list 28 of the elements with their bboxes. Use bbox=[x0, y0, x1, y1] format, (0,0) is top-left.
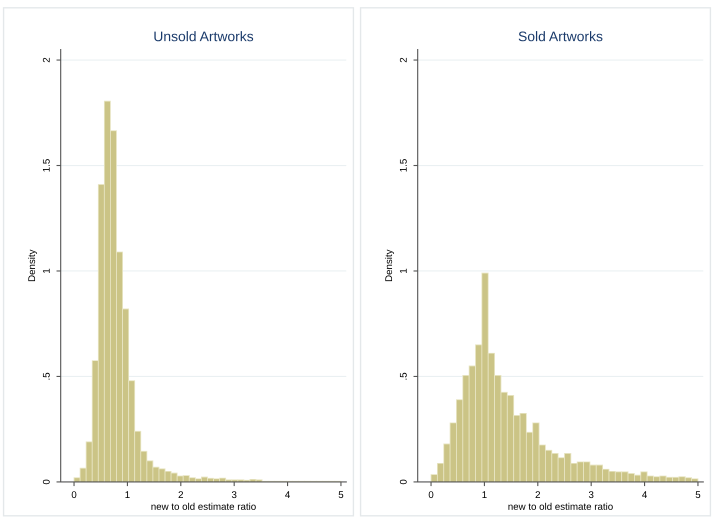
y-tick-label: 2 bbox=[400, 58, 407, 62]
y-tick-label: 0 bbox=[42, 480, 50, 484]
y-tick-label: 1.5 bbox=[400, 159, 407, 172]
x-axis-title: new to old estimate ratio bbox=[508, 502, 613, 510]
x-tick-label: 3 bbox=[232, 491, 236, 498]
chart-title: Sold Artworks bbox=[518, 31, 602, 42]
x-tick-label: 2 bbox=[178, 491, 184, 498]
x-tick-label: 4 bbox=[285, 491, 290, 498]
x-tick-label: 0 bbox=[72, 491, 76, 498]
x-tick-label: 0 bbox=[428, 491, 434, 498]
x-tick-label: 1 bbox=[125, 491, 130, 498]
x-axis-title: new to old estimate ratio bbox=[151, 502, 256, 510]
x-tick-label: 5 bbox=[696, 491, 700, 498]
x-tick-label: 1 bbox=[482, 491, 487, 498]
y-tick-label: 1 bbox=[400, 268, 407, 273]
x-tick-label: 3 bbox=[588, 491, 594, 498]
chart-title: Unsold Artworks bbox=[154, 31, 254, 42]
y-axis-title: Density bbox=[384, 250, 394, 282]
x-tick-label: 2 bbox=[536, 491, 540, 498]
x-tick-label: 5 bbox=[338, 491, 344, 498]
y-tick-label: 2 bbox=[42, 58, 50, 62]
y-tick-label: 0 bbox=[400, 480, 407, 484]
y-tick-label: .5 bbox=[42, 372, 50, 380]
y-tick-label: 1.5 bbox=[42, 159, 50, 172]
y-axis-title: Density bbox=[28, 250, 38, 282]
y-tick-label: 1 bbox=[42, 268, 50, 273]
y-tick-label: .5 bbox=[400, 372, 407, 380]
x-tick-label: 4 bbox=[642, 491, 647, 498]
